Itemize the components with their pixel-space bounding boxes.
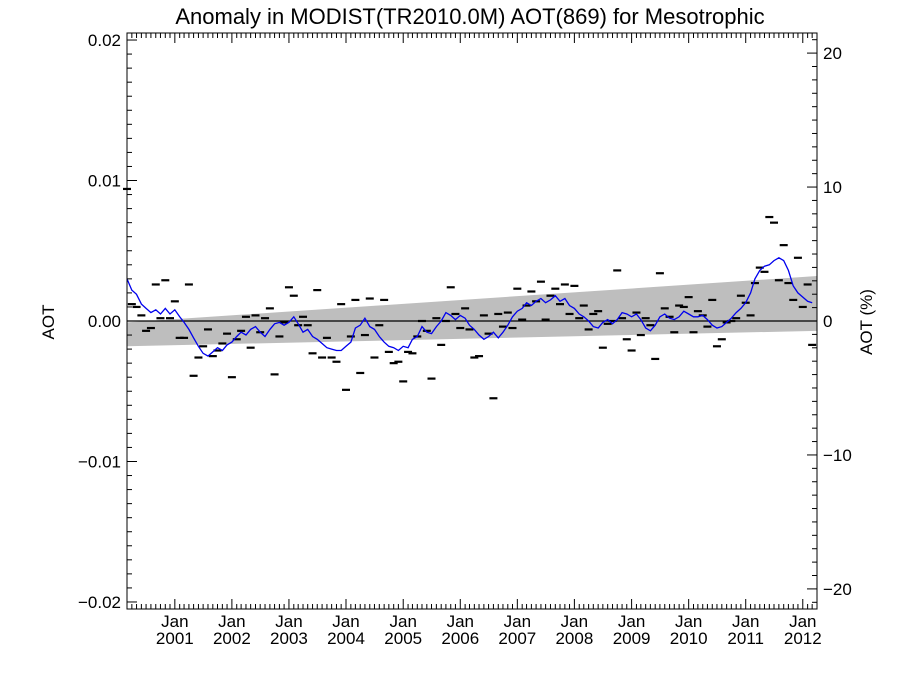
x-tick-label-month: Jan xyxy=(675,612,702,631)
running-mean-line xyxy=(126,257,813,357)
y-tick-label: 0.00 xyxy=(88,312,121,331)
y-tick-label: −0.02 xyxy=(78,593,121,612)
y-right-tick-label: −20 xyxy=(823,580,852,599)
plot-area xyxy=(123,32,818,610)
x-tick-label-year: 2001 xyxy=(156,629,194,648)
monthly-anomaly-marks xyxy=(123,187,817,400)
trend-band xyxy=(127,276,817,347)
x-tick-label-year: 2010 xyxy=(670,629,708,648)
x-tick-label-year: 2002 xyxy=(213,629,251,648)
y-tick-label: 0.01 xyxy=(88,172,121,191)
y-tick-label: −0.01 xyxy=(78,452,121,471)
chart-title: Anomaly in MODIST(TR2010.0M) AOT(869) fo… xyxy=(175,4,764,29)
x-tick-label-year: 2003 xyxy=(270,629,308,648)
x-tick-label-month: Jan xyxy=(161,612,188,631)
x-tick-label-year: 2004 xyxy=(327,629,365,648)
y-axis-right-label: AOT (%) xyxy=(857,289,876,355)
x-tick-label-month: Jan xyxy=(218,612,245,631)
x-axis: Jan2001Jan2002Jan2003Jan2004Jan2005Jan20… xyxy=(126,33,822,648)
x-tick-label-month: Jan xyxy=(390,612,417,631)
y-right-tick-label: 10 xyxy=(823,178,842,197)
x-tick-label-month: Jan xyxy=(504,612,531,631)
x-tick-label-month: Jan xyxy=(789,612,816,631)
x-tick-label-year: 2006 xyxy=(441,629,479,648)
x-tick-label-year: 2012 xyxy=(784,629,822,648)
x-tick-label-year: 2011 xyxy=(727,629,764,648)
y-right-tick-label: 20 xyxy=(823,44,842,63)
x-tick-label-year: 2008 xyxy=(555,629,593,648)
x-tick-label-month: Jan xyxy=(275,612,302,631)
x-tick-label-month: Jan xyxy=(561,612,588,631)
y-tick-label: 0.02 xyxy=(88,31,121,50)
x-tick-label-month: Jan xyxy=(447,612,474,631)
x-tick-label-month: Jan xyxy=(732,612,759,631)
x-tick-label-year: 2007 xyxy=(498,629,536,648)
x-tick-label-year: 2009 xyxy=(613,629,651,648)
x-tick-label-year: 2005 xyxy=(384,629,422,648)
x-tick-label-month: Jan xyxy=(332,612,359,631)
y-axis-right: −20 −10 0 10 20 xyxy=(807,39,852,603)
y-right-tick-label: 0 xyxy=(823,312,832,331)
y-axis-left: −0.02 −0.01 0.00 0.01 0.02 xyxy=(78,31,137,612)
y-right-tick-label: −10 xyxy=(823,446,852,465)
x-tick-label-month: Jan xyxy=(618,612,645,631)
y-axis-label: AOT xyxy=(39,305,58,340)
